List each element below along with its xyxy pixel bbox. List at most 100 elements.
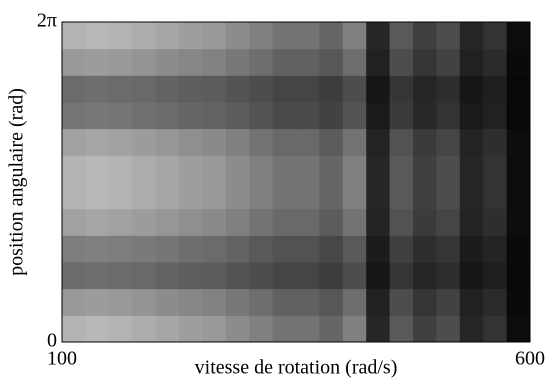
heatmap-cell [319,208,344,236]
heatmap-cell [179,22,203,50]
heatmap-cell [319,262,344,290]
heatmap-cell [389,235,414,263]
heatmap-cell [436,235,461,263]
heatmap-cell [506,208,531,236]
heatmap-cell [296,128,320,156]
heatmap-cell [62,128,86,156]
heatmap-cell [389,288,414,316]
heatmap-cell [225,315,250,343]
heatmap-cell [249,208,274,236]
heatmap-cell [155,208,180,236]
heatmap-cell [413,101,437,130]
heatmap-cell [85,235,110,263]
heatmap-cell [249,75,274,103]
heatmap-cell [108,128,133,156]
heatmap-cell [483,155,508,183]
heatmap-cell [108,75,133,103]
heatmap-cell [249,128,274,156]
heatmap-cell [483,208,508,236]
heatmap-cell [225,22,250,50]
heatmap-cell [202,288,227,316]
heatmap-cell [62,235,86,263]
heatmap-cell [319,48,344,76]
heatmap-cell [272,262,297,290]
heatmap-cell [62,208,86,236]
heatmap-cell [155,22,180,50]
heatmap-cell [389,22,414,50]
heatmap-cell [155,128,180,156]
heatmap-cell [296,288,320,316]
heatmap-cell [179,155,203,183]
heatmap-cell [342,155,367,183]
heatmap-cell [319,235,344,263]
heatmap-cell [366,182,391,210]
heatmap-cell [132,48,157,76]
heatmap-cell [342,288,367,316]
heatmap-cell [62,101,86,130]
heatmap-cell [389,262,414,290]
heatmap-cell [249,182,274,210]
y-tick-label: 0 [47,330,57,352]
heatmap-cell [459,48,484,76]
heatmap-cell [272,48,297,76]
heatmap-cell [413,208,437,236]
heatmap-cell [506,288,531,316]
heatmap-cell [389,315,414,343]
heatmap-cell [132,101,157,130]
heatmap-cell [108,182,133,210]
heatmap-cell [225,208,250,236]
heatmap-cell [319,288,344,316]
heatmap-cell [389,48,414,76]
heatmap-cell [436,48,461,76]
heatmap-cell [296,155,320,183]
heatmap-cell [483,235,508,263]
heatmap-cell [249,235,274,263]
heatmap-cell [225,155,250,183]
heatmap-cell [506,262,531,290]
heatmap-cell [389,155,414,183]
heatmap-cell [108,208,133,236]
heatmap-cell [366,101,391,130]
heatmap-cell [132,182,157,210]
plot-frame [61,21,531,343]
heatmap-cell [366,315,391,343]
heatmap-cell [366,48,391,76]
heatmap-cell [342,262,367,290]
heatmap-cell [296,48,320,76]
heatmap-cell [506,235,531,263]
heatmap-cell [155,75,180,103]
heatmap-cell [296,235,320,263]
heatmap-cell [413,48,437,76]
heatmap-cell [62,182,86,210]
heatmap-cell [436,182,461,210]
heatmap-cell [179,208,203,236]
heatmap-cell [132,288,157,316]
heatmap-cell [202,101,227,130]
heatmap-cell [202,48,227,76]
heatmap-cell [366,128,391,156]
heatmap-cell [202,208,227,236]
heatmap-cell [366,262,391,290]
heatmap-cell [319,155,344,183]
heatmap-cell [296,75,320,103]
heatmap-cell [483,182,508,210]
heatmap-cell [108,315,133,343]
heatmap-cell [413,262,437,290]
heatmap-cell [319,75,344,103]
heatmap-cell [296,22,320,50]
heatmap-cell [249,22,274,50]
heatmap-cell [249,288,274,316]
heatmap-cell [132,315,157,343]
heatmap-cell [202,315,227,343]
heatmap-cell [202,262,227,290]
heatmap-cell [85,75,110,103]
heatmap-cell [506,155,531,183]
heatmap-cell [155,101,180,130]
heatmap-cell [155,315,180,343]
heatmap-cell [389,182,414,210]
heatmap-cell [319,22,344,50]
heatmap-cell [459,128,484,156]
heatmap-cell [179,101,203,130]
heatmap-cell [202,182,227,210]
